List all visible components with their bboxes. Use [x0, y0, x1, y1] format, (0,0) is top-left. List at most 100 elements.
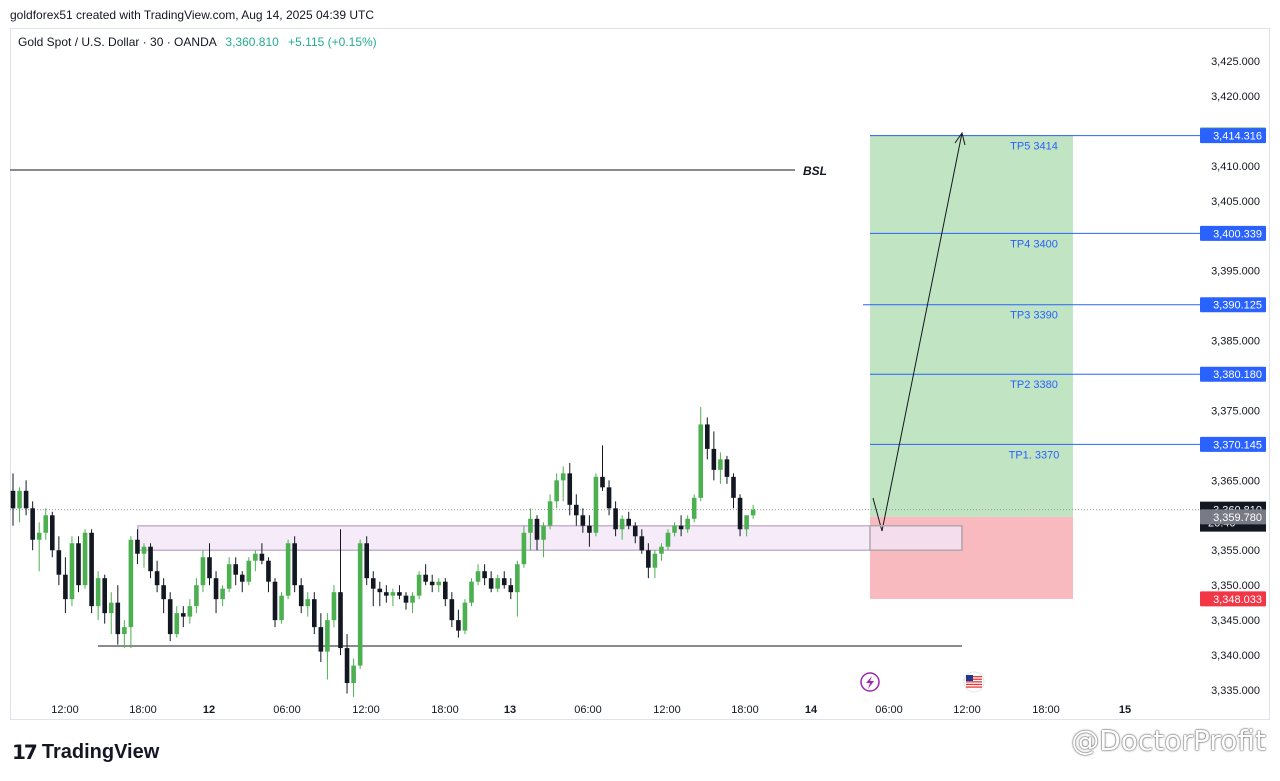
tp-price-tag-tp1-bg: [1200, 436, 1266, 452]
x-tick-label: 06:00: [273, 704, 301, 716]
candle-body: [429, 581, 435, 586]
x-tick-label: 12:00: [653, 704, 681, 716]
x-tick-label: 06:00: [574, 704, 602, 716]
candle-body: [370, 578, 376, 589]
y-tick-label: 3,365.000: [1211, 475, 1260, 487]
x-tick-label: 12:00: [352, 704, 380, 716]
y-tick-label: 3,375.000: [1211, 405, 1260, 417]
candle-body: [410, 595, 415, 603]
candle-body: [698, 424, 704, 498]
candle-body: [135, 539, 140, 554]
candle-body: [744, 515, 749, 530]
target-zone: [870, 135, 1073, 517]
tp-price-tag-tp3-bg: [1200, 297, 1266, 313]
tp-price-tag-tp1: 3,370.145: [1213, 439, 1262, 451]
candle-body: [724, 459, 730, 477]
candle-body: [128, 539, 134, 628]
candle-body: [174, 613, 180, 635]
candle-body: [272, 581, 278, 621]
y-tick-label: 3,410.000: [1211, 161, 1260, 173]
y-tick-label: 3,385.000: [1211, 336, 1260, 348]
candle-body: [23, 490, 29, 509]
candle-body: [613, 508, 618, 530]
x-tick-label: 15: [1119, 704, 1131, 716]
candle-body: [482, 571, 487, 579]
candle-body: [567, 473, 573, 505]
us-flag-stripe: [966, 678, 982, 680]
tradingview-wordmark: TradingView: [41, 741, 160, 763]
candle-body: [298, 585, 304, 607]
tp-label-tp1: TP1. 3370: [1009, 449, 1060, 461]
candle-body: [587, 525, 592, 533]
candle-body: [213, 578, 219, 600]
entry-box[interactable]: [869, 525, 963, 551]
symbol-title: Gold Spot / U.S. Dollar · 30 · OANDA: [18, 35, 217, 49]
candle-body: [10, 490, 16, 509]
candle-body: [423, 574, 428, 582]
y-tick-label: 3,340.000: [1211, 650, 1260, 662]
candle-body: [30, 508, 35, 540]
chart-frame: [10, 28, 1270, 720]
candle-body: [220, 588, 225, 600]
candle-body: [266, 560, 271, 582]
candle-body: [154, 571, 160, 586]
y-tick-label: 3,395.000: [1211, 266, 1260, 278]
candle-body: [351, 665, 356, 684]
candle-body: [325, 620, 330, 652]
candle-body: [17, 490, 22, 509]
entry-price-tag-bg: [1200, 509, 1266, 525]
candle-body: [443, 581, 448, 600]
tradingview-mark-icon: 𝟭𝟳: [12, 742, 38, 764]
candle-body: [456, 620, 461, 631]
x-tick-label: 12:00: [953, 704, 981, 716]
candle-body: [318, 627, 324, 652]
tradingview-logo[interactable]: 𝟭𝟳 TradingView: [12, 740, 159, 765]
candle-body: [246, 560, 252, 582]
candle-body: [305, 599, 311, 607]
tp-price-tag-tp5: 3,414.316: [1213, 131, 1262, 143]
candle-body: [711, 448, 717, 470]
candle-body: [619, 518, 625, 530]
candle-body: [515, 564, 520, 593]
candle-body: [56, 550, 62, 575]
candle-body: [632, 525, 638, 537]
candle-body: [574, 504, 579, 516]
candle-body: [639, 536, 645, 551]
candle-body: [207, 557, 212, 579]
candle-body: [364, 543, 369, 579]
candle-body: [200, 557, 206, 586]
candle-body: [462, 602, 468, 631]
candle-body: [521, 532, 527, 565]
candle-body: [685, 518, 690, 530]
candle-body: [344, 648, 350, 684]
y-tick-label: 3,335.000: [1211, 685, 1260, 697]
candle-body: [253, 553, 258, 561]
us-flag-stripe: [966, 676, 982, 678]
tp-price-tag-tp4: 3,400.339: [1213, 228, 1262, 240]
candle-body: [416, 574, 422, 596]
projection-arrowhead: [954, 131, 966, 146]
stop-price-tag-bg: [1200, 591, 1266, 607]
candle-body: [678, 525, 684, 530]
y-tick-label: 3,350.000: [1211, 580, 1260, 592]
tp-label-tp3: TP3 3390: [1010, 310, 1058, 322]
symbol-change: +5.115 (+0.15%): [288, 35, 377, 49]
candle-body: [541, 525, 546, 540]
candle-body: [436, 581, 442, 586]
candle-body: [181, 613, 186, 617]
us-flag-stripe: [966, 683, 982, 686]
entry-price-tag: 3,359.780: [1213, 512, 1262, 524]
candle-body: [449, 599, 455, 621]
candle-body: [36, 532, 42, 540]
candle-body: [731, 476, 736, 498]
symbol-legend[interactable]: Gold Spot / U.S. Dollar · 30 · OANDA 3,3…: [18, 35, 377, 49]
candle-body: [691, 497, 697, 519]
candle-body: [469, 581, 474, 603]
candle-body: [115, 602, 121, 635]
candle-body: [475, 571, 481, 582]
tp-label-tp4: TP4 3400: [1010, 238, 1058, 250]
candle-body: [259, 553, 265, 561]
candle-body: [508, 585, 514, 593]
projection-path[interactable]: [872, 132, 963, 532]
